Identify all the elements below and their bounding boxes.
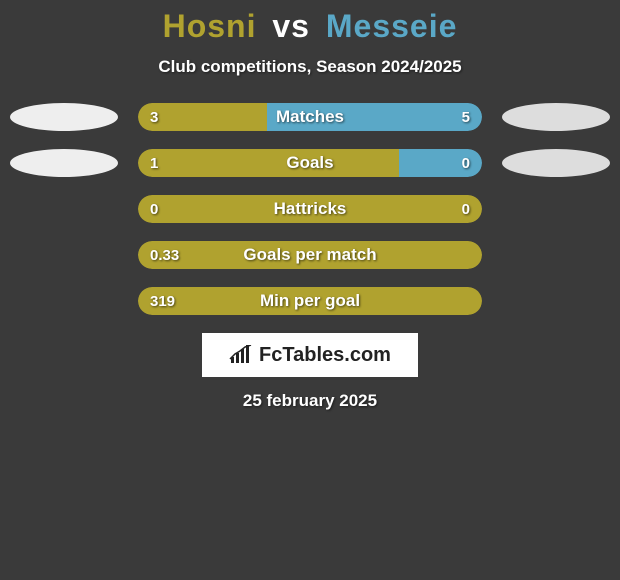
player-left-name: Hosni <box>163 8 257 44</box>
stat-row: Goals per match0.33 <box>0 241 620 269</box>
page-title: Hosni vs Messeie <box>0 8 620 45</box>
stat-bar: Hattricks00 <box>138 195 482 223</box>
stat-rows: Matches35 Goals10 Hattricks00 Goals per mat… <box>0 103 620 315</box>
chart-icon <box>229 345 253 365</box>
player-right-name: Messeie <box>326 8 458 44</box>
comparison-card: Hosni vs Messeie Club competitions, Seas… <box>0 0 620 411</box>
bar-fill-left <box>138 195 482 223</box>
stat-row: Matches35 <box>0 103 620 131</box>
stat-bar: Min per goal319 <box>138 287 482 315</box>
subtitle: Club competitions, Season 2024/2025 <box>0 57 620 77</box>
stat-row: Goals10 <box>0 149 620 177</box>
logo-text: FcTables.com <box>259 344 391 367</box>
bar-fill-right <box>267 103 482 131</box>
bar-fill-left <box>138 149 399 177</box>
player-right-badge <box>502 149 610 177</box>
bar-fill-left <box>138 241 482 269</box>
stat-bar: Matches35 <box>138 103 482 131</box>
player-left-badge <box>10 149 118 177</box>
stat-row: Min per goal319 <box>0 287 620 315</box>
stat-bar: Goals per match0.33 <box>138 241 482 269</box>
player-right-badge <box>502 103 610 131</box>
bar-fill-left <box>138 103 267 131</box>
date-text: 25 february 2025 <box>0 391 620 411</box>
stat-row: Hattricks00 <box>0 195 620 223</box>
source-logo[interactable]: FcTables.com <box>202 333 418 377</box>
vs-text: vs <box>272 8 310 44</box>
bar-fill-right <box>399 149 482 177</box>
stat-bar: Goals10 <box>138 149 482 177</box>
player-left-badge <box>10 103 118 131</box>
bar-fill-left <box>138 287 482 315</box>
